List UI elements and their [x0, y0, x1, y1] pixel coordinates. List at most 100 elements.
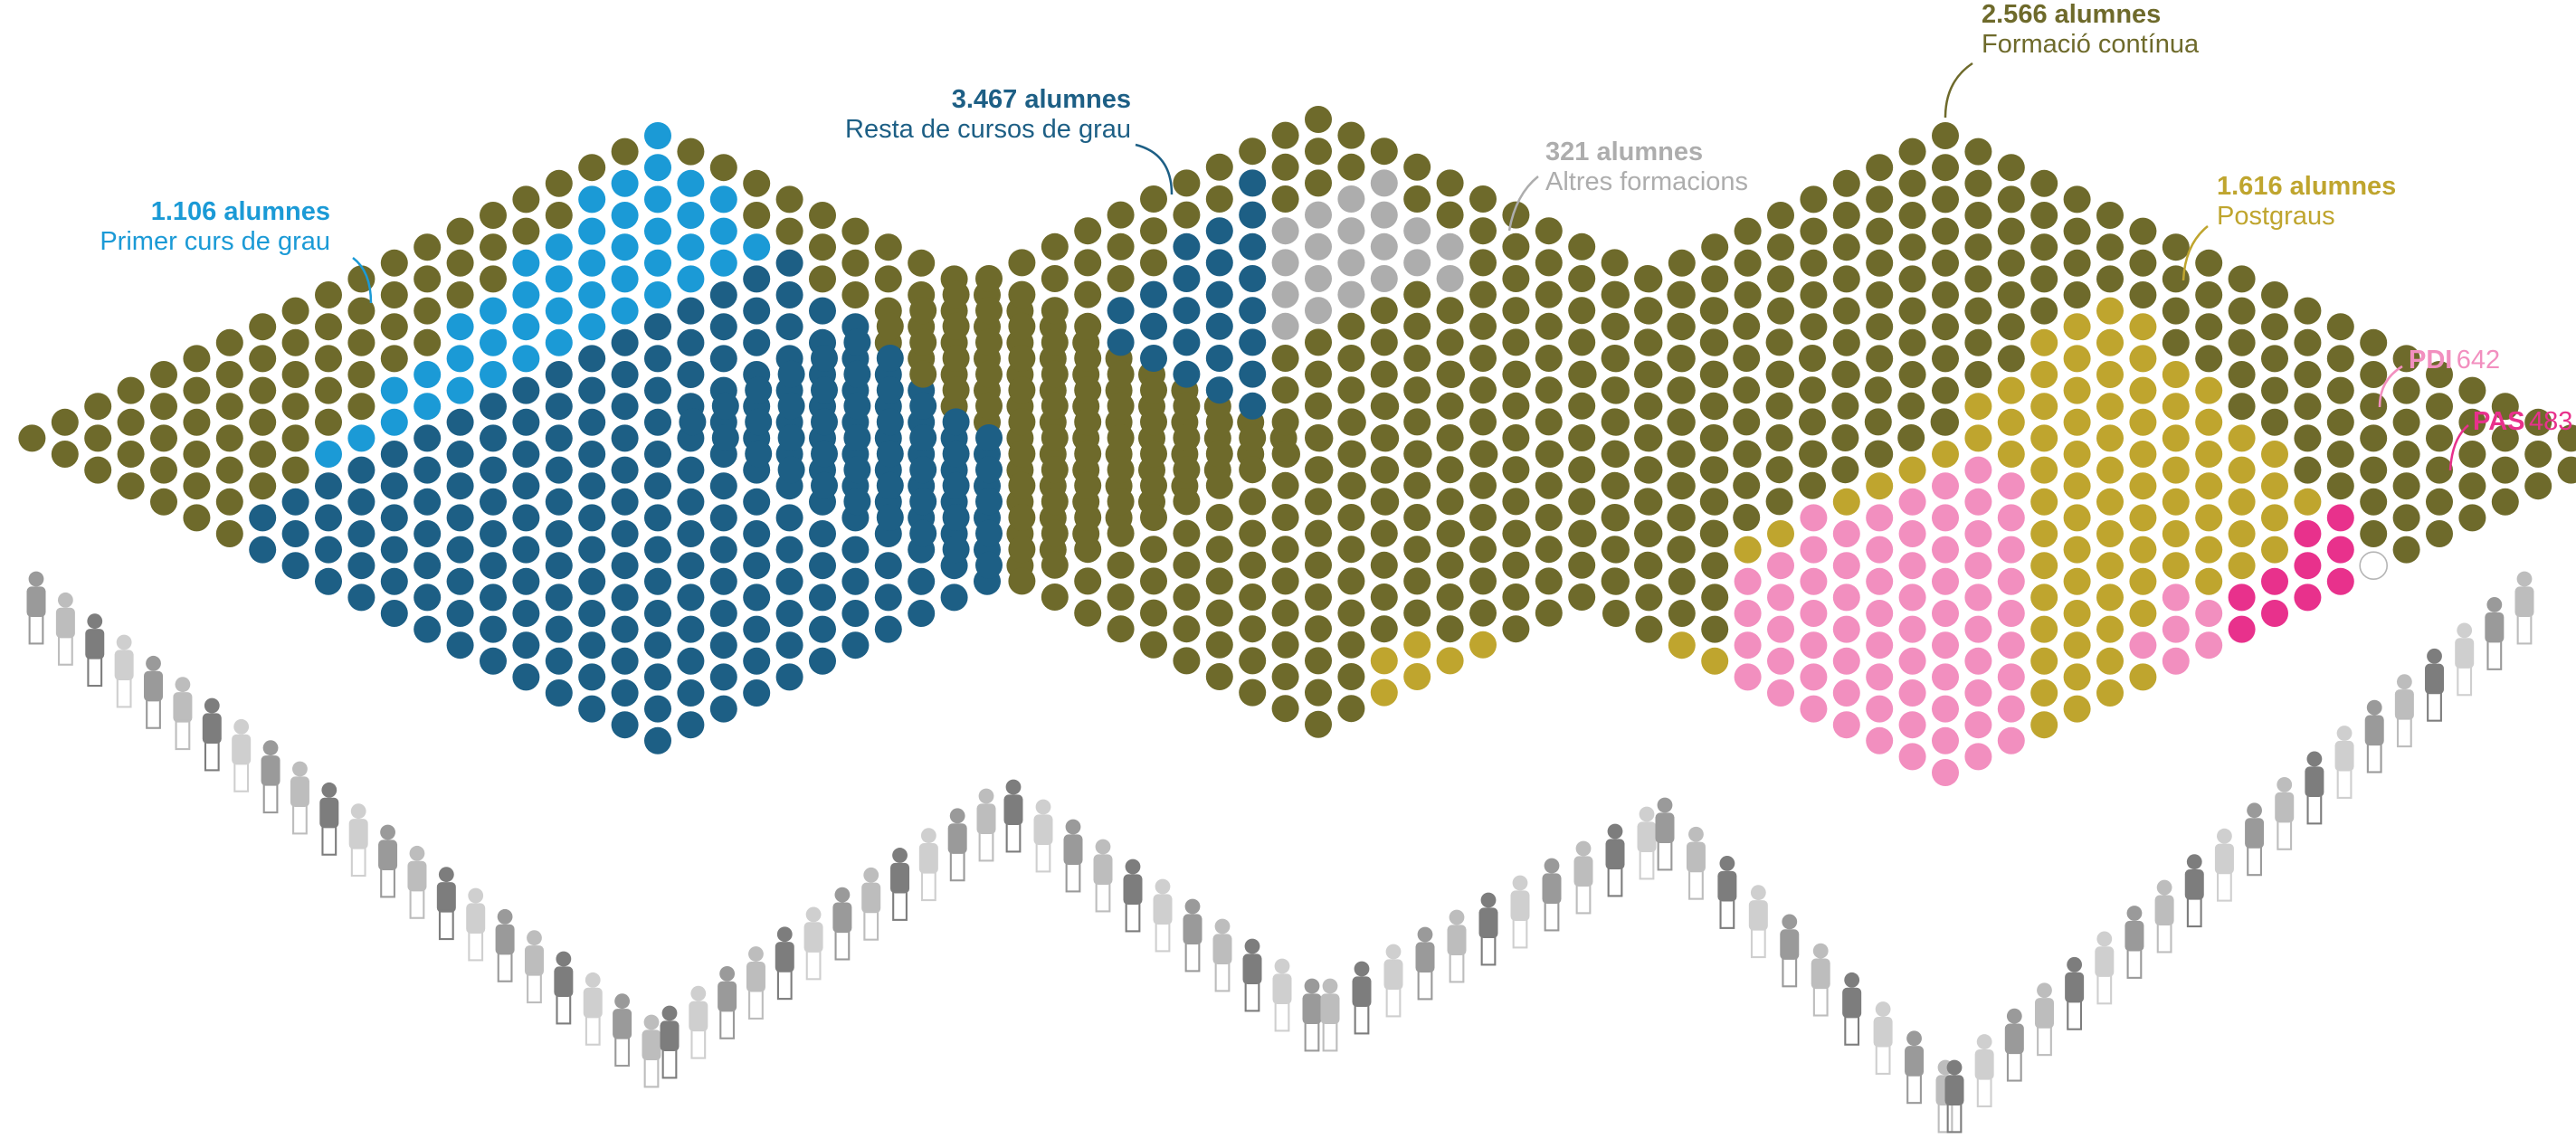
dot — [677, 552, 705, 580]
dot — [1041, 456, 1069, 484]
dot — [1337, 631, 1365, 659]
dot — [841, 536, 870, 564]
dot — [2195, 345, 2223, 373]
dot — [215, 393, 243, 421]
dot — [2294, 328, 2322, 356]
dot — [512, 441, 540, 468]
dot — [1668, 345, 1696, 373]
dot — [1337, 185, 1365, 213]
dot — [1668, 281, 1696, 308]
dot — [150, 456, 177, 484]
dot — [1008, 504, 1036, 531]
dot — [1734, 567, 1762, 595]
leader-line — [352, 257, 373, 304]
dot — [777, 392, 805, 420]
dot — [1800, 313, 1828, 341]
dot — [281, 393, 309, 421]
dot — [611, 615, 639, 643]
dot — [709, 345, 737, 373]
dot — [942, 471, 970, 499]
dot — [1866, 600, 1894, 627]
dot — [644, 504, 671, 532]
dot — [2524, 441, 2552, 468]
dot — [1701, 488, 1729, 516]
dot — [1337, 504, 1365, 531]
dot — [446, 472, 474, 500]
dot — [611, 328, 639, 356]
label-pdi: PDI 642 — [2409, 346, 2500, 375]
dot — [2063, 217, 2091, 245]
dot — [2030, 615, 2058, 643]
dot — [1107, 551, 1135, 579]
dot — [1635, 488, 1663, 516]
dot — [413, 456, 442, 484]
person-silhouette — [1242, 938, 1262, 1012]
primer-curs-value: 1.106 alumnes — [150, 197, 330, 226]
dot — [1864, 408, 1892, 436]
dot — [446, 504, 474, 532]
dot — [1338, 441, 1366, 468]
dot — [2162, 583, 2190, 612]
dot — [2195, 249, 2223, 277]
dot — [743, 647, 771, 675]
dot — [1536, 441, 1564, 468]
dot — [874, 583, 902, 612]
dot — [1767, 520, 1794, 547]
dot — [1964, 583, 1992, 612]
dot — [380, 345, 408, 373]
dot — [942, 312, 970, 340]
dot — [1799, 408, 1826, 436]
dot — [1568, 297, 1596, 325]
dot — [1370, 138, 1398, 166]
dot — [1932, 281, 1959, 308]
dot — [1765, 456, 1793, 484]
person-silhouette — [1272, 958, 1292, 1032]
dot — [1635, 361, 1663, 388]
person-silhouette — [554, 951, 574, 1025]
dot — [1734, 663, 1762, 691]
person-silhouette — [378, 824, 398, 898]
dot — [2557, 424, 2576, 452]
dot — [1239, 519, 1267, 547]
dot — [1832, 583, 1860, 612]
dot — [1403, 663, 1431, 690]
dot — [446, 536, 474, 564]
dot — [380, 567, 408, 595]
dot — [1271, 408, 1299, 436]
dot — [743, 233, 771, 261]
dot — [1765, 488, 1793, 516]
dot — [1898, 615, 1926, 643]
person-silhouette — [290, 761, 309, 835]
dot — [215, 488, 243, 516]
dot — [2228, 583, 2256, 612]
dot — [315, 408, 342, 436]
dot — [2491, 424, 2519, 452]
dot — [1008, 471, 1036, 499]
dot — [1140, 631, 1167, 659]
dot — [1799, 376, 1826, 404]
dot — [1964, 456, 1992, 484]
dot — [2129, 376, 2157, 404]
dot — [1140, 312, 1167, 340]
dot — [709, 217, 737, 245]
dot — [1767, 615, 1794, 643]
dot — [809, 233, 836, 261]
dot — [413, 361, 442, 388]
dot — [942, 376, 970, 404]
dot — [1964, 169, 1992, 197]
person-silhouette — [1003, 779, 1023, 853]
person-silhouette — [2004, 1008, 2024, 1082]
dot — [1832, 361, 1860, 388]
dot — [84, 424, 112, 452]
dot — [413, 393, 442, 421]
dot — [150, 393, 177, 421]
dot — [1337, 280, 1365, 308]
person-silhouette — [2394, 674, 2414, 748]
dot — [249, 441, 277, 468]
dot — [942, 280, 970, 308]
dot — [1469, 599, 1497, 627]
altres-value: 321 alumnes — [1545, 138, 1704, 166]
label-formacio: 2.566 alumnes Formació contínua — [1982, 0, 2199, 61]
dot — [611, 520, 639, 547]
dot — [1932, 217, 1959, 245]
